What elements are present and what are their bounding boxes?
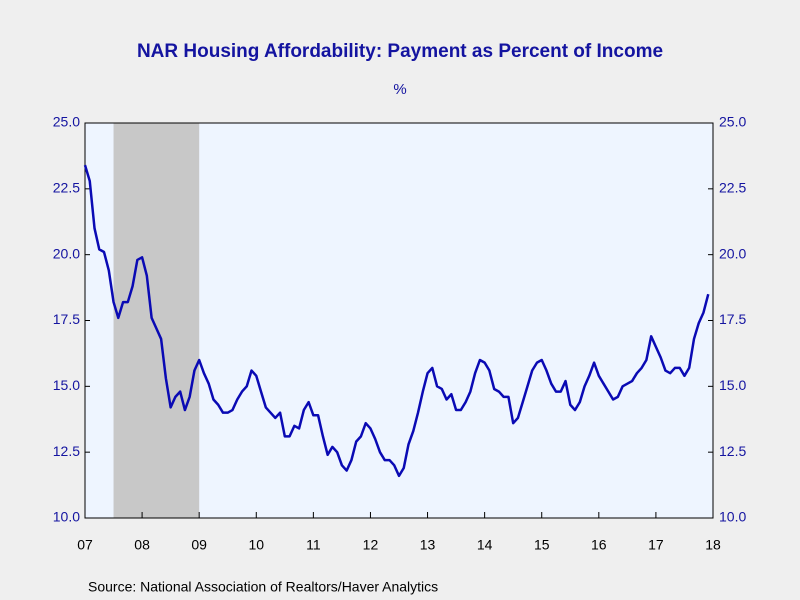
- y2-tick-label: 15.0: [719, 377, 746, 393]
- x-tick-label: 13: [420, 537, 436, 553]
- x-tick-label: 16: [591, 537, 607, 553]
- x-tick-label: 18: [705, 537, 721, 553]
- y-tick-label: 10.0: [53, 509, 80, 525]
- x-tick-label: 08: [134, 537, 150, 553]
- x-tick-label: 15: [534, 537, 550, 553]
- chart-title: NAR Housing Affordability: Payment as Pe…: [137, 41, 663, 62]
- y2-tick-label: 10.0: [719, 509, 746, 525]
- recession-band: [113, 123, 200, 518]
- y-tick-label: 22.5: [53, 180, 80, 196]
- y-tick-label: 15.0: [53, 377, 80, 393]
- y-tick-label: 17.5: [53, 311, 80, 327]
- x-tick-label: 07: [77, 537, 93, 553]
- x-tick-label: 14: [477, 537, 493, 553]
- y2-tick-label: 25.0: [719, 114, 746, 130]
- y-tick-label: 20.0: [53, 245, 80, 261]
- y2-tick-label: 17.5: [719, 311, 746, 327]
- y2-tick-label: 12.5: [719, 443, 746, 459]
- data-line: [83, 164, 710, 478]
- chart-subtitle: %: [393, 81, 406, 98]
- x-tick-label: 11: [306, 537, 321, 553]
- y-tick-label: 12.5: [53, 443, 80, 459]
- x-tick-label: 12: [363, 537, 379, 553]
- y2-tick-label: 20.0: [719, 245, 746, 261]
- x-tick-label: 10: [248, 537, 264, 553]
- x-tick-label: 17: [648, 537, 664, 553]
- x-tick-label: 09: [191, 537, 207, 553]
- y-tick-label: 25.0: [53, 114, 80, 130]
- source-note: Source: National Association of Realtors…: [88, 579, 438, 595]
- y2-tick-label: 22.5: [719, 180, 746, 196]
- plot-frame: [84, 122, 714, 519]
